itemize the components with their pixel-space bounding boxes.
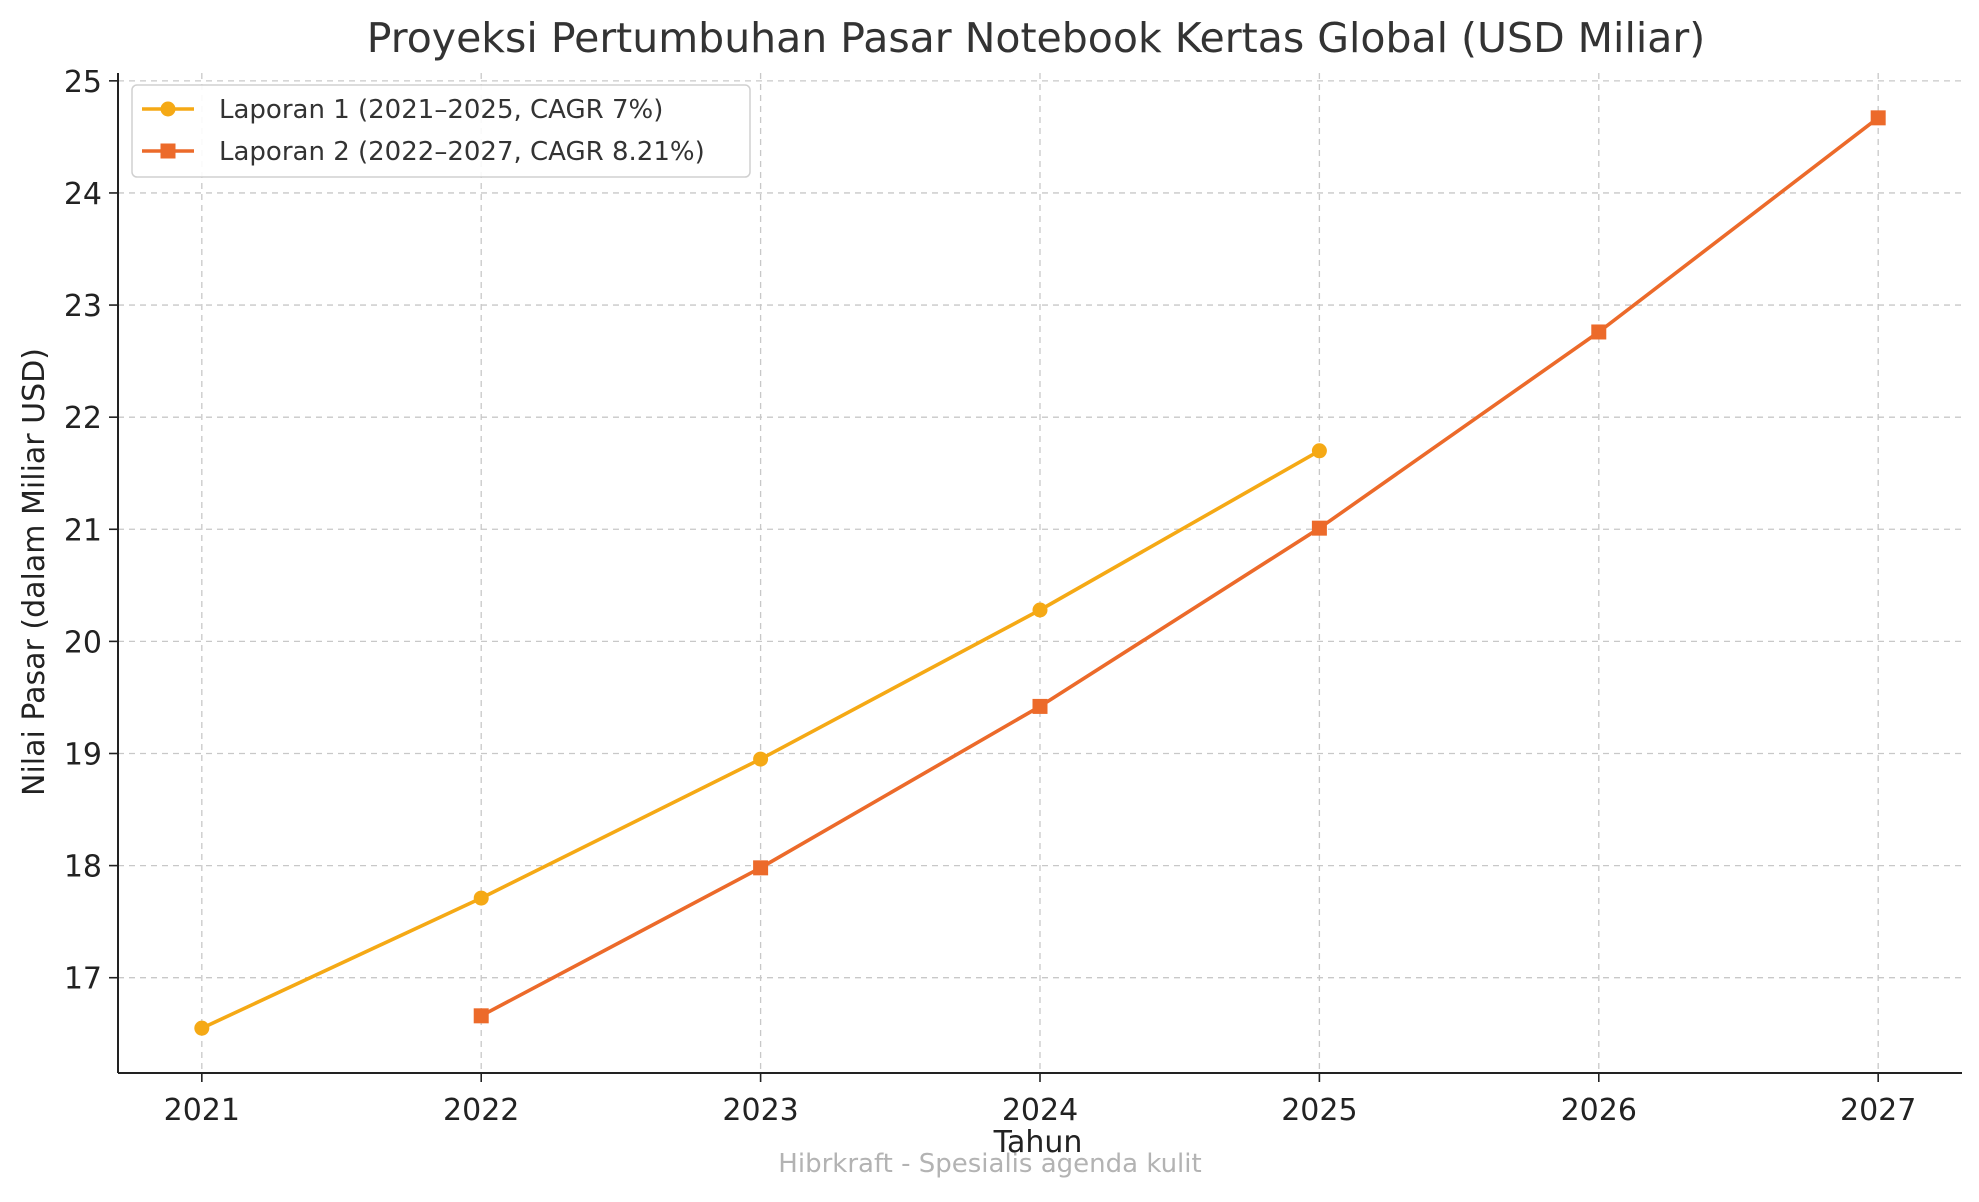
legend-label: Laporan 2 (2022–2027, CAGR 8.21%)	[219, 137, 705, 167]
data-point	[1311, 443, 1327, 459]
data-point	[1591, 324, 1607, 340]
data-point	[473, 890, 489, 906]
x-axis-label: Tahun	[993, 1125, 1083, 1160]
x-tick-label: 2021	[164, 1093, 240, 1128]
x-tick-label: 2022	[443, 1093, 519, 1128]
x-tick-label: 2023	[722, 1093, 798, 1128]
x-tick-label: 2025	[1281, 1093, 1357, 1128]
legend-item: Laporan 1 (2021–2025, CAGR 7%)	[142, 95, 663, 125]
y-tick-label: 20	[64, 625, 102, 660]
y-tick-label: 17	[64, 962, 102, 997]
data-point	[1032, 698, 1048, 714]
legend-box	[131, 84, 751, 178]
y-tick-label: 19	[64, 737, 102, 772]
y-tick-label: 25	[64, 65, 102, 100]
axes: 2021 2022 2023 2024 2025 2026 2027171819202122…	[64, 65, 1962, 1128]
data-point	[1311, 520, 1327, 536]
series-2	[473, 110, 1886, 1024]
y-tick-label: 24	[64, 177, 102, 212]
series-layer	[194, 110, 1886, 1036]
data-point	[1870, 110, 1886, 126]
data-point	[194, 1020, 210, 1036]
y-tick-label: 18	[64, 850, 102, 885]
legend-label: Laporan 1 (2021–2025, CAGR 7%)	[219, 95, 663, 125]
x-tick-label: 2026	[1561, 1093, 1637, 1128]
data-point	[753, 860, 769, 876]
legend-marker	[160, 143, 176, 159]
chart-title: Proyeksi Pertumbuhan Pasar Notebook Kert…	[367, 14, 1705, 62]
grid	[118, 73, 1962, 1073]
data-point	[753, 751, 769, 767]
y-tick-label: 23	[64, 289, 102, 324]
data-point	[1032, 602, 1048, 618]
y-tick-label: 21	[64, 513, 102, 548]
series-line	[480, 116, 1880, 1018]
x-tick-label: 2027	[1840, 1093, 1916, 1128]
y-tick-label: 22	[64, 401, 102, 436]
x-tick-label: 2024	[1002, 1093, 1078, 1128]
legend-marker	[160, 101, 176, 117]
legend: Laporan 1 (2021–2025, CAGR 7%) Laporan 2 …	[131, 84, 751, 178]
series-1	[194, 443, 1327, 1036]
y-axis-label: Nilai Pasar (dalam Miliar USD)	[17, 348, 52, 796]
legend-item: Laporan 2 (2022–2027, CAGR 8.21%)	[142, 137, 705, 167]
watermark-text: Hibrkraft - Spesialis agenda kulit	[778, 1149, 1201, 1179]
data-point	[473, 1008, 489, 1024]
